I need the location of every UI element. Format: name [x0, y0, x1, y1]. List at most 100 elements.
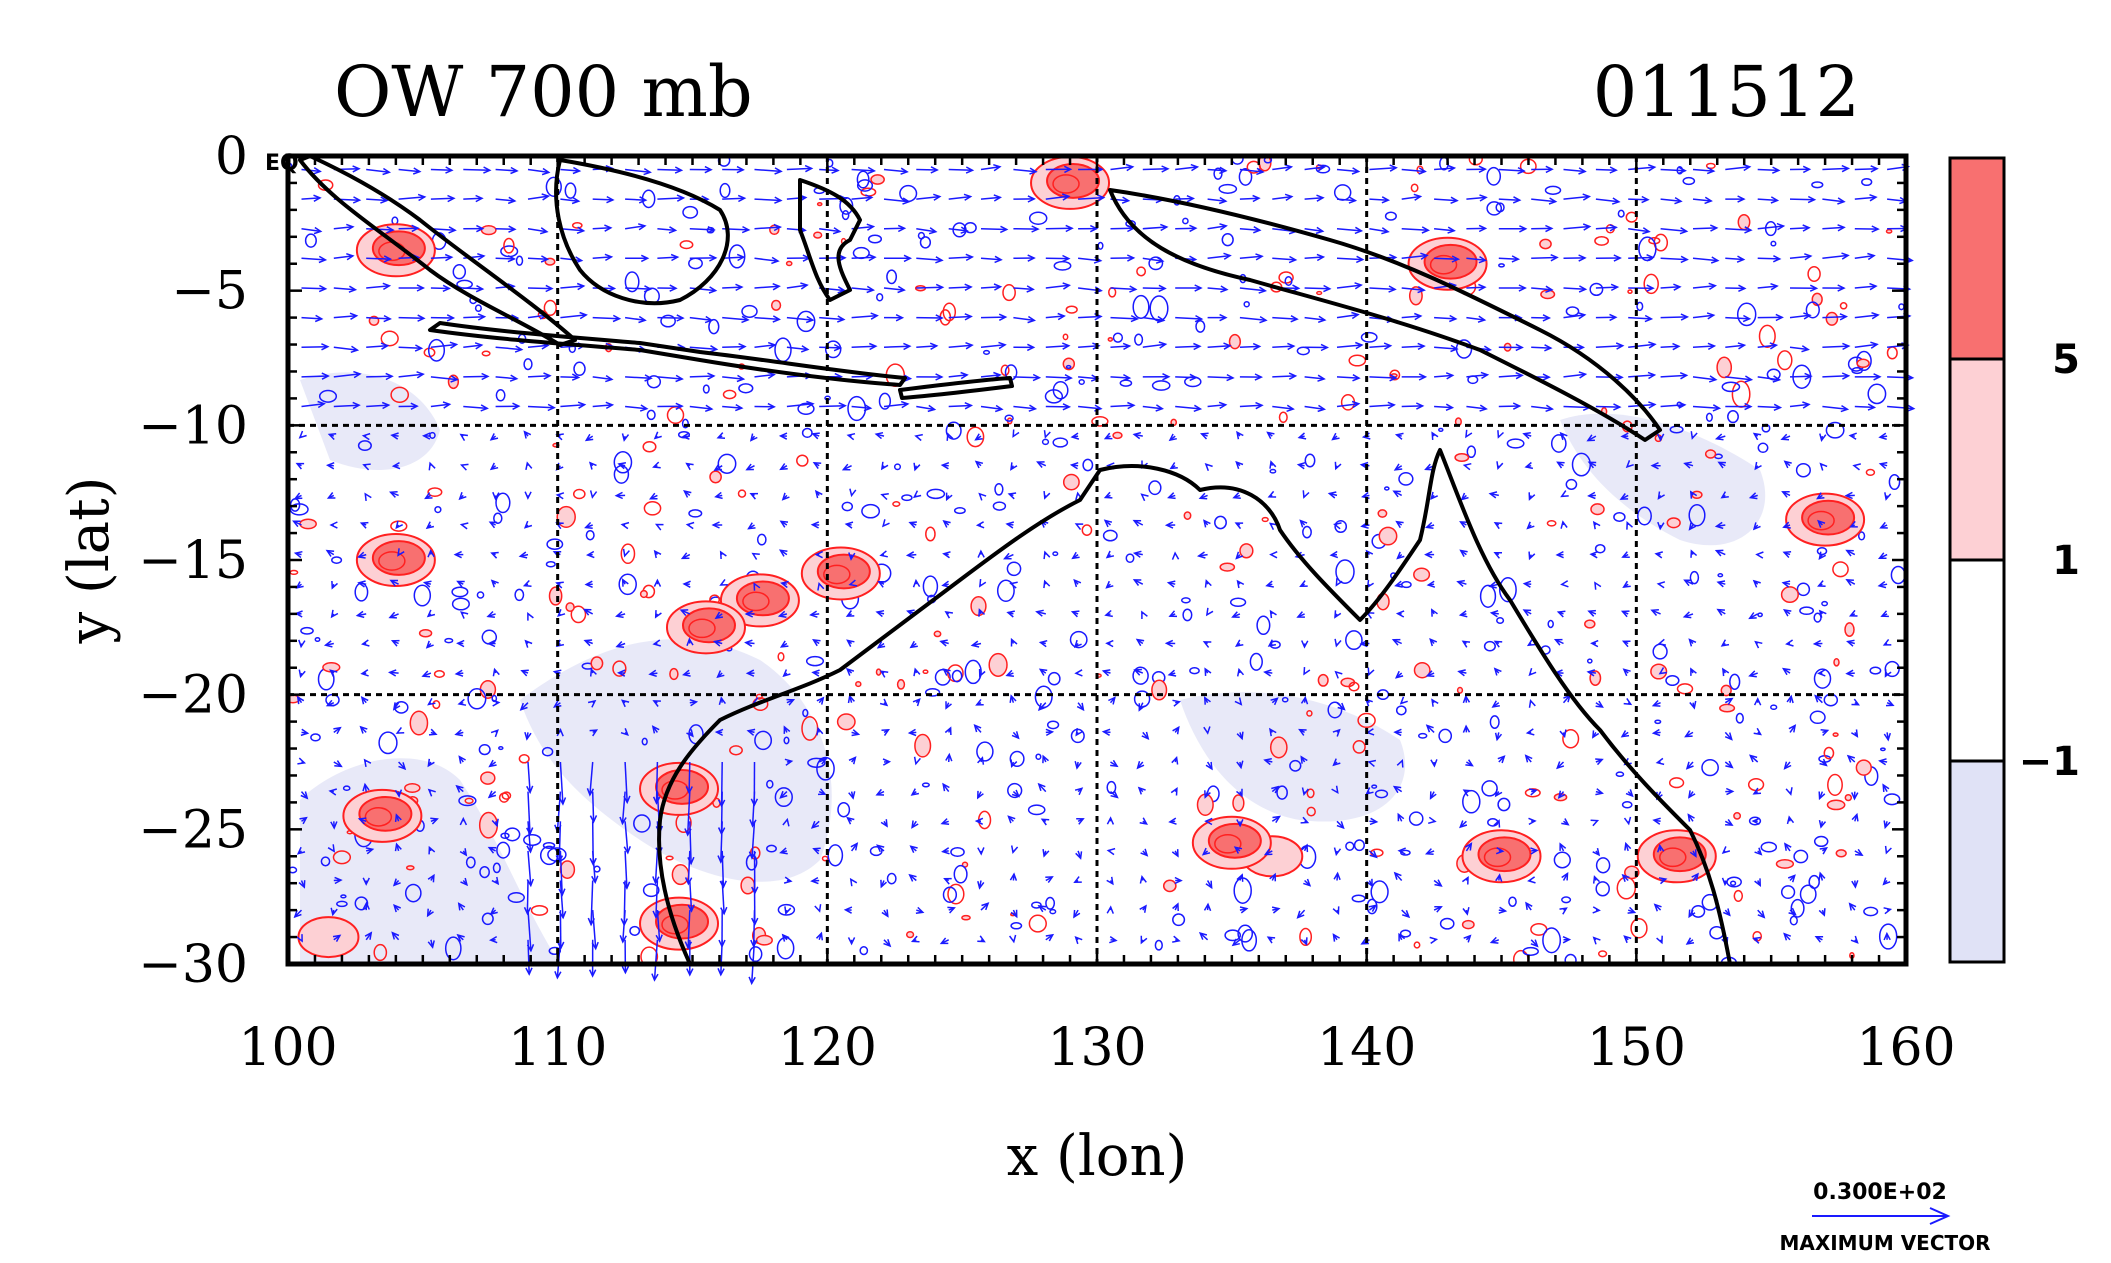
wind-vector: [333, 876, 343, 885]
positive-contour: [556, 505, 576, 528]
wind-vector: [394, 842, 402, 852]
wind-vector: [711, 521, 723, 529]
wind-vector: [620, 521, 630, 530]
negative-contour: [1617, 209, 1625, 218]
wind-vector: [657, 226, 678, 234]
wind-vector: [1205, 880, 1213, 890]
wind-vector: [1164, 639, 1176, 648]
wind-vector: [1620, 432, 1629, 440]
wind-vector: [1466, 224, 1488, 233]
positive-contour: [722, 389, 737, 400]
wind-vector: [722, 194, 747, 203]
negative-contour: [926, 488, 946, 500]
wind-vector: [1045, 254, 1071, 263]
wind-vector: [1755, 551, 1764, 559]
negative-contour: [467, 688, 487, 710]
wind-vector: [689, 315, 714, 324]
wind-vector: [1205, 607, 1214, 617]
wind-vector: [1757, 222, 1786, 231]
wind-vector: [1688, 790, 1696, 799]
negative-contour: [1550, 434, 1567, 453]
positive-contour: [1630, 917, 1648, 939]
negative-contour: [1869, 666, 1882, 675]
positive-contour: [480, 771, 496, 785]
wind-vector: [1586, 669, 1597, 677]
positive-contour: [1239, 543, 1254, 559]
wind-vector: [1757, 375, 1782, 383]
wind-vector: [916, 166, 939, 174]
wind-vector: [914, 433, 923, 442]
negative-contour: [1007, 782, 1023, 799]
wind-vector: [1013, 254, 1036, 262]
wind-vector: [1651, 699, 1661, 707]
wind-vector: [495, 374, 519, 382]
positive-contour: [905, 930, 915, 939]
negative-contour: [481, 912, 494, 926]
positive-contour: [1839, 302, 1848, 310]
negative-contour: [1069, 630, 1088, 649]
wind-vector: [1692, 404, 1722, 412]
negative-contour: [1736, 302, 1757, 327]
wind-vector: [1496, 461, 1504, 470]
wind-vector: [1789, 224, 1811, 232]
positive-contour: [1733, 812, 1742, 820]
negative-contour: [1813, 668, 1832, 689]
negative-contour: [1047, 671, 1061, 686]
wind-vector: [622, 548, 630, 558]
wind-vector: [1526, 521, 1535, 530]
negative-contour: [1315, 164, 1331, 174]
wind-vector: [492, 699, 501, 707]
wind-vector: [1879, 521, 1888, 529]
wind-vector: [1654, 551, 1664, 559]
wind-vector: [1498, 906, 1508, 914]
wind-vector: [463, 404, 489, 412]
negative-contour: [1547, 619, 1554, 629]
wind-vector: [463, 342, 484, 350]
wind-vector: [1105, 550, 1115, 559]
wind-vector: [657, 253, 680, 262]
wind-vector: [977, 935, 986, 943]
wind-vector: [948, 283, 973, 291]
positive-contour: [1062, 333, 1069, 341]
wind-vector: [779, 847, 788, 855]
wind-vector: [1430, 759, 1438, 768]
wind-vector: [1623, 697, 1633, 706]
wind-vector: [1138, 702, 1146, 712]
wind-vector: [1781, 580, 1791, 588]
wind-vector: [1818, 871, 1826, 881]
coastline-segment: [298, 156, 577, 347]
negative-contour: [1479, 584, 1497, 608]
wind-vector: [648, 669, 658, 678]
negative-contour: [1654, 719, 1662, 725]
negative-contour: [1256, 615, 1271, 636]
wind-vector: [1336, 400, 1361, 409]
wind-vector: [1748, 670, 1758, 678]
wind-vector: [1789, 195, 1817, 204]
positive-contour: [770, 299, 782, 311]
wind-vector: [1142, 341, 1168, 349]
wind-vector: [883, 342, 912, 351]
wind-vector: [940, 818, 950, 826]
wind-vector: [1302, 490, 1310, 499]
wind-vector: [1627, 906, 1637, 914]
wind-vector: [1141, 610, 1148, 619]
wind-vector: [851, 194, 874, 202]
wind-vector: [814, 489, 823, 499]
wind-vector: [1106, 876, 1114, 886]
wind-vector: [1074, 523, 1084, 531]
negative-contour: [837, 801, 851, 818]
wind-vector: [1110, 285, 1138, 293]
wind-vector: [1074, 669, 1083, 677]
y-tick-label: −30: [138, 935, 248, 995]
wind-vector: [362, 877, 370, 886]
wind-vector: [653, 549, 662, 559]
wind-vector: [975, 521, 985, 529]
negative-contour: [951, 669, 963, 683]
negative-contour: [1399, 929, 1412, 938]
positive-contour: [1062, 473, 1080, 491]
wind-vector: [1752, 522, 1761, 531]
wind-vector: [883, 400, 910, 409]
wind-vector: [363, 758, 372, 768]
wind-vector: [876, 844, 885, 853]
negative-contour: [1615, 771, 1625, 778]
